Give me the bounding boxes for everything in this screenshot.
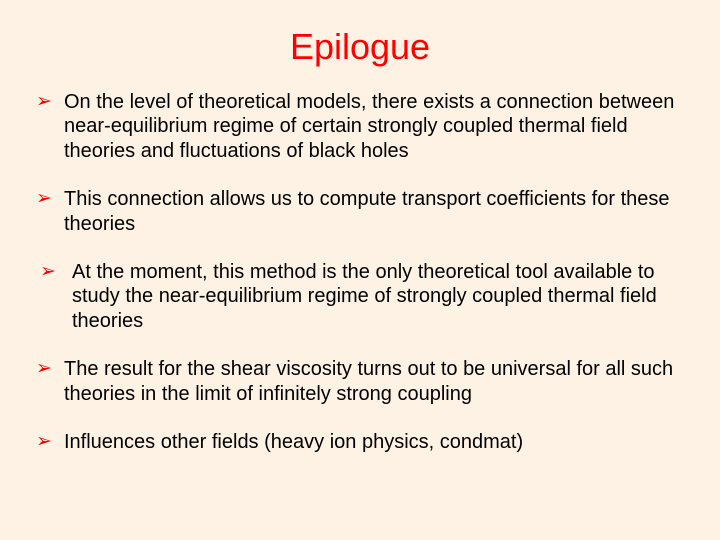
bullet-item: This connection allows us to compute tra… (36, 187, 684, 236)
slide-title: Epilogue (36, 26, 684, 68)
bullet-item: At the moment, this method is the only t… (36, 260, 684, 333)
bullet-list: On the level of theoretical models, ther… (36, 90, 684, 454)
bullet-item: On the level of theoretical models, ther… (36, 90, 684, 163)
bullet-item: Influences other fields (heavy ion physi… (36, 430, 684, 454)
slide: Epilogue On the level of theoretical mod… (0, 0, 720, 540)
bullet-item: The result for the shear viscosity turns… (36, 357, 684, 406)
